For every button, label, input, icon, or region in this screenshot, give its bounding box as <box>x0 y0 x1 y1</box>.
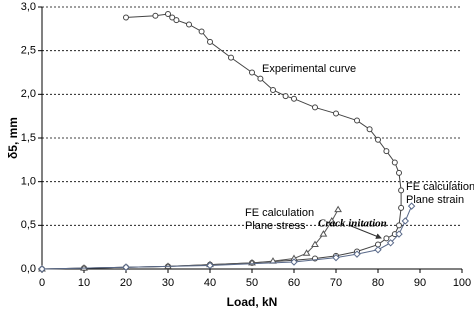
marker <box>249 69 255 76</box>
marker <box>401 217 410 225</box>
y-tick-label: 3,0 <box>21 1 36 13</box>
marker <box>327 216 336 224</box>
marker <box>391 159 398 166</box>
y-tick-label: 0,5 <box>21 219 36 231</box>
marker <box>123 14 129 21</box>
series-line <box>41 13 402 270</box>
marker <box>332 253 340 262</box>
x-tick-label: 80 <box>372 277 384 289</box>
marker <box>398 204 405 211</box>
x-tick-label: 70 <box>330 277 342 289</box>
marker <box>366 126 373 133</box>
marker <box>302 249 311 256</box>
x-tick-label: 90 <box>414 277 426 289</box>
annotation: FE calculation <box>406 181 474 193</box>
marker <box>152 12 159 19</box>
arrow <box>350 225 382 239</box>
marker <box>375 136 381 143</box>
y-tick-label: 1,0 <box>21 176 36 188</box>
marker <box>122 263 130 271</box>
marker <box>386 239 395 247</box>
annotation: Plane strain <box>406 194 464 206</box>
x-tick-label: 100 <box>453 277 471 289</box>
marker <box>282 93 289 100</box>
marker <box>395 230 403 238</box>
marker <box>198 28 205 35</box>
x-tick-label: 60 <box>288 277 300 289</box>
marker <box>383 235 390 242</box>
marker <box>407 202 416 210</box>
marker <box>186 21 192 28</box>
marker <box>311 240 319 248</box>
x-tick-label: 10 <box>78 277 90 289</box>
marker <box>169 14 176 21</box>
annotation: Plane stress <box>245 220 306 232</box>
marker <box>354 117 360 124</box>
marker <box>353 250 361 258</box>
marker <box>396 169 402 176</box>
marker <box>270 86 276 93</box>
marker <box>228 54 234 61</box>
marker <box>334 205 342 213</box>
y-tick-label: 1,5 <box>21 132 36 144</box>
annotation: Experimental curve <box>262 63 356 75</box>
marker <box>396 222 402 229</box>
marker <box>312 104 318 111</box>
marker <box>333 110 339 117</box>
marker <box>290 258 298 266</box>
x-tick-label: 0 <box>39 277 45 289</box>
x-tick-label: 30 <box>162 277 174 289</box>
marker <box>319 230 328 237</box>
marker <box>383 148 390 155</box>
annotation: Crack initation <box>318 218 387 230</box>
marker <box>291 95 297 102</box>
marker <box>206 261 214 270</box>
series-line <box>41 205 413 270</box>
marker <box>374 246 382 254</box>
x-tick-label: 50 <box>246 277 258 289</box>
marker <box>165 10 171 17</box>
marker <box>257 75 264 82</box>
y-tick-label: 0,0 <box>21 263 36 275</box>
marker <box>173 17 180 24</box>
y-tick-label: 2,5 <box>21 45 36 57</box>
marker <box>207 38 213 45</box>
x-tick-label: 20 <box>120 277 132 289</box>
marker <box>38 265 46 273</box>
y-axis-label: δ5, mm <box>6 117 20 159</box>
annotation: FE calculation <box>245 207 314 219</box>
y-tick-label: 2,0 <box>21 88 36 100</box>
x-axis-label: Load, kN <box>227 295 278 309</box>
x-tick-label: 40 <box>204 277 216 289</box>
marker <box>398 187 405 194</box>
